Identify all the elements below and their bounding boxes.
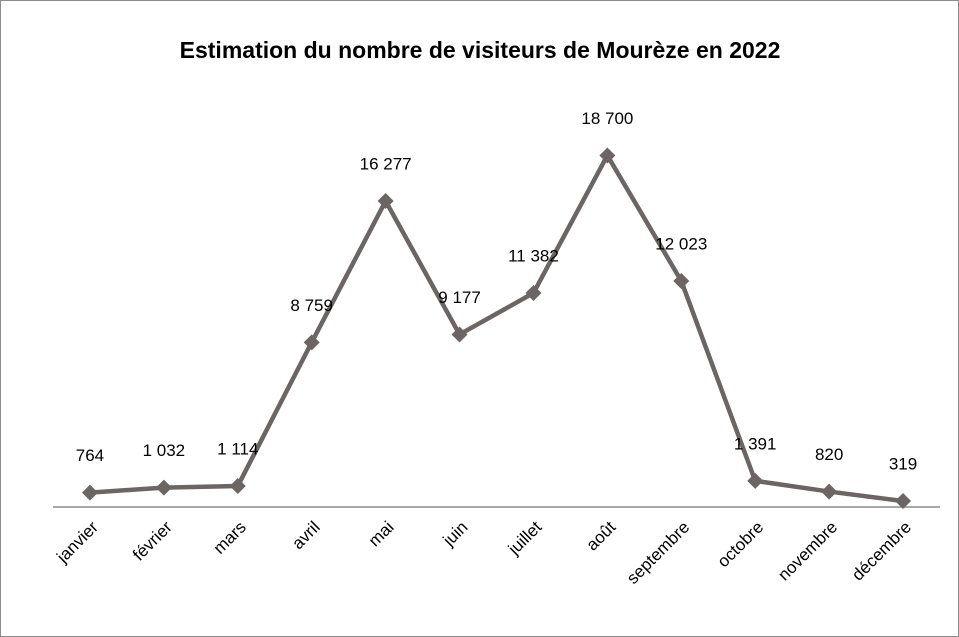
- data-line: [89, 153, 904, 504]
- x-tick-label: octobre: [714, 518, 768, 572]
- data-point: [673, 272, 690, 289]
- x-tick-label: juin: [439, 518, 472, 551]
- data-label: 764: [76, 446, 104, 465]
- data-point: [303, 334, 320, 351]
- data-point: [525, 285, 542, 302]
- x-tick-label: août: [583, 517, 620, 554]
- data-label: 319: [889, 454, 917, 473]
- data-point: [747, 472, 764, 489]
- x-tick-label: septembre: [623, 518, 693, 588]
- x-tick-label: avril: [288, 518, 323, 553]
- x-tick-label: mars: [210, 518, 250, 558]
- data-point: [451, 326, 468, 343]
- x-tick-label: décembre: [848, 518, 915, 585]
- data-label: 11 382: [508, 247, 559, 266]
- data-point: [599, 147, 616, 164]
- x-tick-label: février: [129, 517, 176, 564]
- data-point: [155, 479, 172, 496]
- data-label: 1 032: [143, 441, 186, 460]
- data-label: 1 391: [734, 434, 777, 453]
- chart-title: Estimation du nombre de visiteurs de Mou…: [179, 37, 781, 63]
- data-label: 820: [815, 445, 843, 464]
- x-tick-label: mai: [365, 518, 398, 551]
- data-label: 9 177: [438, 288, 481, 307]
- data-point: [229, 478, 246, 495]
- data-point: [81, 484, 98, 501]
- data-label: 16 277: [360, 154, 412, 173]
- data-label: 8 759: [290, 296, 333, 315]
- data-point: [895, 493, 912, 510]
- x-tick-label: janvier: [52, 517, 102, 567]
- x-tick-label: novembre: [774, 518, 841, 585]
- data-label: 18 700: [581, 109, 633, 128]
- data-point: [821, 483, 838, 500]
- data-point: [377, 192, 394, 209]
- x-tick-label: juillet: [504, 517, 546, 559]
- data-label: 1 114: [217, 440, 258, 459]
- data-label: 12 023: [655, 234, 707, 253]
